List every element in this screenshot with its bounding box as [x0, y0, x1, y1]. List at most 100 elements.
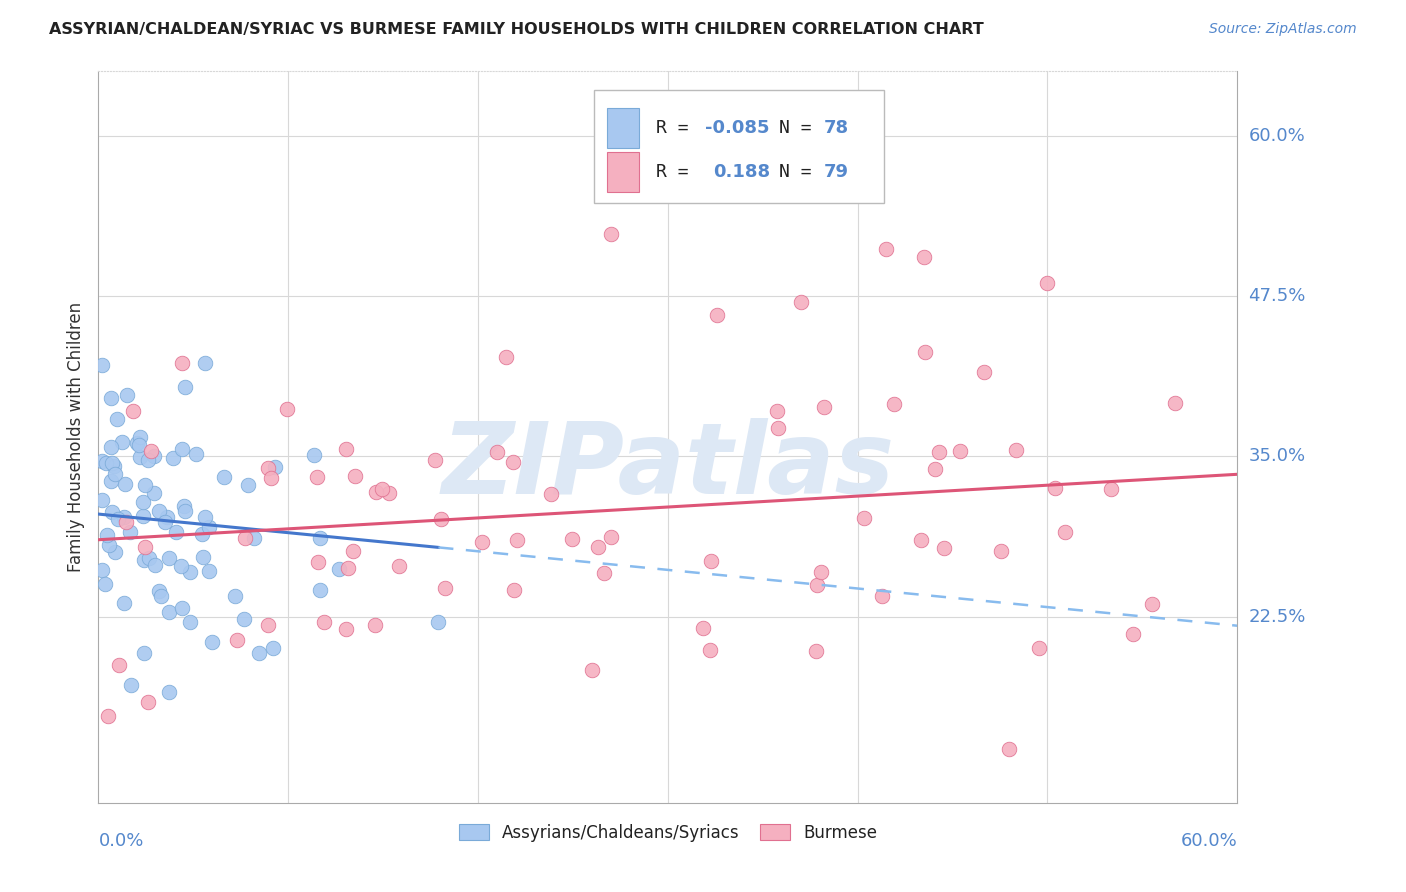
- Point: [174, 504, 197, 518]
- Point: [471, 535, 494, 549]
- Point: [122, 404, 145, 418]
- Point: [101, 505, 124, 519]
- Point: [125, 435, 148, 450]
- Point: [263, 460, 285, 475]
- Point: [91, 453, 114, 467]
- Point: [157, 551, 180, 566]
- Point: [169, 559, 191, 574]
- Point: [870, 589, 893, 603]
- Point: [335, 442, 357, 457]
- Point: [132, 509, 155, 524]
- Point: [257, 618, 280, 632]
- Point: [134, 540, 156, 554]
- Text: 79: 79: [824, 163, 849, 181]
- Point: [100, 475, 122, 489]
- Point: [692, 621, 714, 635]
- Text: N =: N =: [779, 163, 813, 181]
- Point: [197, 564, 219, 578]
- Point: [134, 553, 156, 567]
- Point: [184, 447, 207, 461]
- Point: [600, 227, 623, 241]
- Point: [260, 471, 283, 485]
- Point: [336, 560, 359, 574]
- Point: [129, 450, 152, 465]
- Point: [114, 515, 136, 529]
- Point: [561, 532, 583, 546]
- Point: [100, 391, 122, 405]
- Point: [813, 400, 835, 414]
- Legend: Assyrians/Chaldeans/Syriacs, Burmese: Assyrians/Chaldeans/Syriacs, Burmese: [454, 819, 882, 847]
- Point: [766, 421, 789, 435]
- Point: [581, 663, 603, 677]
- Point: [201, 634, 224, 648]
- Point: [191, 527, 214, 541]
- Point: [162, 451, 184, 466]
- Point: [212, 469, 235, 483]
- Point: [973, 366, 995, 380]
- Text: 0.188: 0.188: [713, 163, 770, 181]
- Point: [94, 577, 117, 591]
- Point: [101, 456, 124, 470]
- Point: [153, 515, 176, 529]
- Point: [170, 442, 193, 456]
- Point: [427, 615, 450, 629]
- Point: [172, 356, 194, 370]
- Point: [243, 531, 266, 545]
- Point: [804, 643, 827, 657]
- Point: [136, 452, 159, 467]
- Point: [430, 512, 453, 526]
- Point: [103, 458, 125, 473]
- Point: [157, 605, 180, 619]
- Point: [425, 452, 447, 467]
- Point: [1164, 396, 1187, 410]
- Text: ZIPatlas: ZIPatlas: [441, 417, 894, 515]
- Point: [600, 530, 623, 544]
- Point: [118, 524, 141, 539]
- Point: [1028, 641, 1050, 656]
- Point: [1122, 626, 1144, 640]
- Point: [115, 388, 138, 402]
- Point: [342, 544, 364, 558]
- Point: [309, 531, 332, 545]
- Point: [276, 402, 298, 417]
- FancyBboxPatch shape: [607, 152, 640, 192]
- Point: [165, 524, 187, 539]
- Point: [198, 520, 221, 534]
- Point: [344, 469, 367, 483]
- Point: [194, 356, 217, 370]
- Point: [998, 741, 1021, 756]
- Point: [502, 583, 524, 598]
- Point: [309, 582, 332, 597]
- Text: 78: 78: [824, 119, 849, 137]
- Point: [172, 601, 194, 615]
- Point: [371, 482, 394, 496]
- Point: [179, 565, 201, 579]
- Y-axis label: Family Households with Children: Family Households with Children: [66, 302, 84, 572]
- Point: [156, 510, 179, 524]
- Point: [174, 380, 197, 394]
- Point: [540, 487, 562, 501]
- Point: [91, 563, 114, 577]
- Text: 0.0%: 0.0%: [98, 832, 143, 850]
- Point: [141, 444, 163, 458]
- Point: [949, 443, 972, 458]
- Point: [224, 589, 246, 603]
- Point: [91, 493, 114, 508]
- Point: [495, 350, 517, 364]
- Text: 22.5%: 22.5%: [1249, 607, 1306, 625]
- Point: [132, 495, 155, 509]
- Point: [100, 441, 122, 455]
- Text: -0.085: -0.085: [706, 119, 770, 137]
- Point: [105, 411, 128, 425]
- Point: [388, 558, 411, 573]
- Point: [912, 251, 935, 265]
- Text: R =: R =: [657, 163, 689, 181]
- Text: 60.0%: 60.0%: [1249, 127, 1305, 145]
- Point: [853, 510, 876, 524]
- Point: [107, 512, 129, 526]
- Point: [928, 444, 950, 458]
- Point: [486, 445, 509, 459]
- Point: [112, 596, 135, 610]
- Point: [312, 615, 335, 629]
- Point: [307, 556, 329, 570]
